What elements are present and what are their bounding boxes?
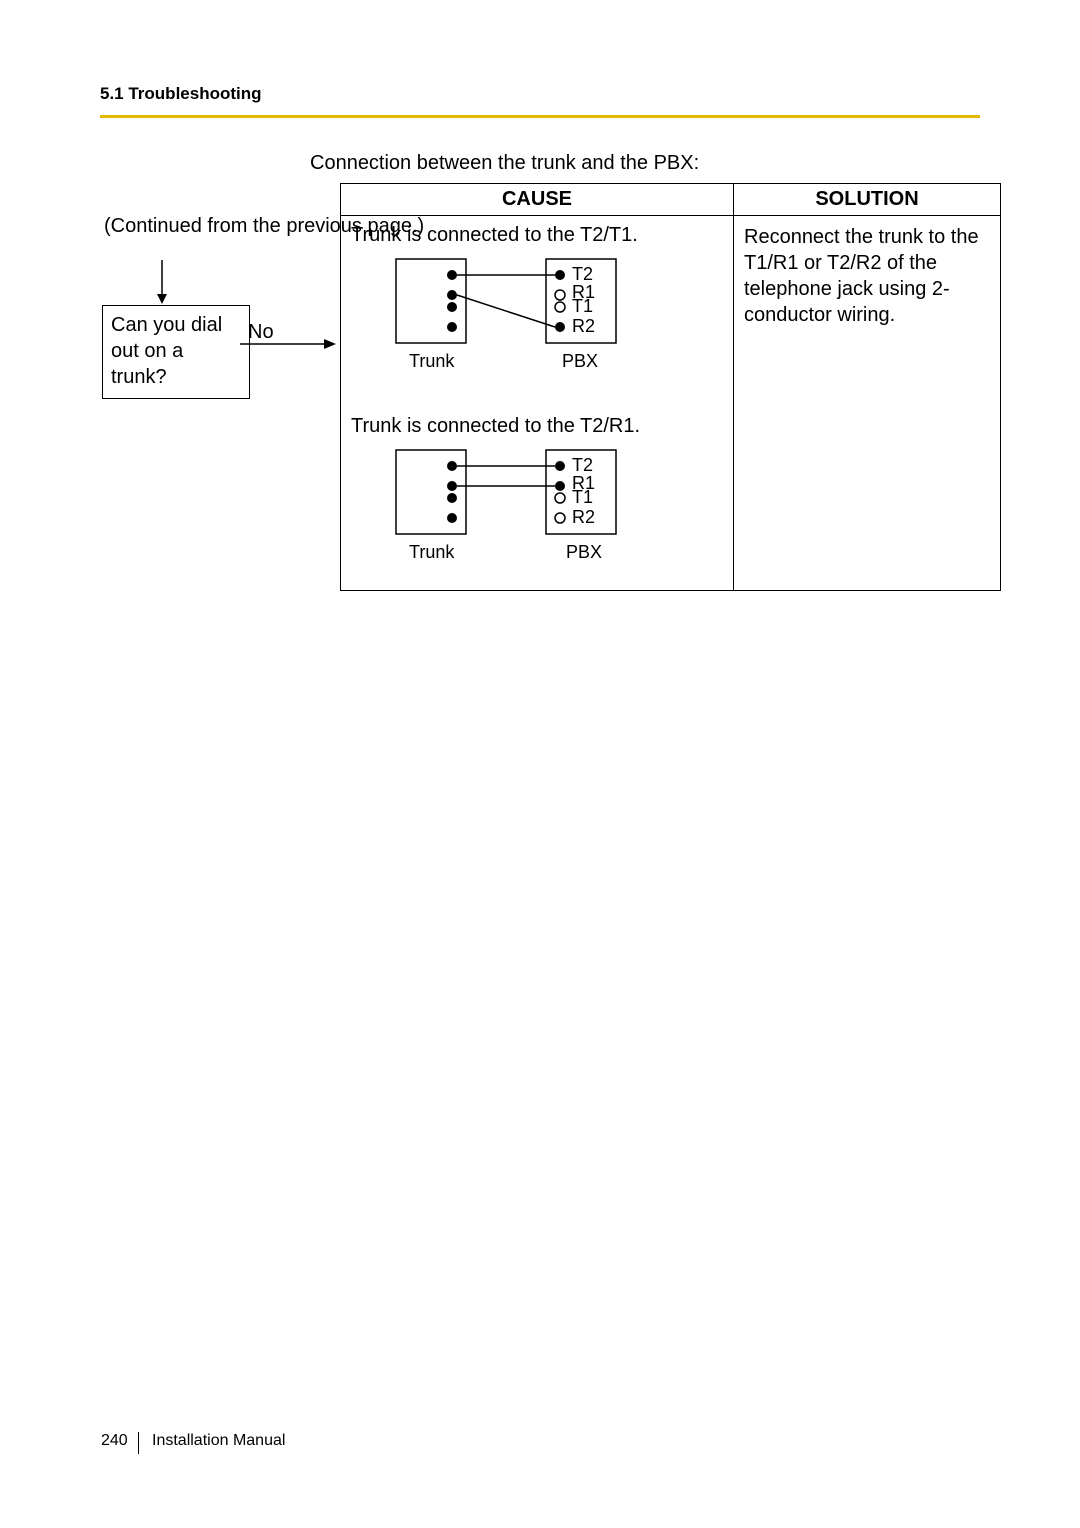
col-header-cause: CAUSE xyxy=(341,184,734,216)
diagram-label-pbx: PBX xyxy=(562,351,598,371)
pin-label: R2 xyxy=(572,316,595,336)
wiring-diagram-2: T2 R1 T1 R2 Trunk PBX xyxy=(376,446,716,576)
cause-cell: Trunk is connected to the T2/T1. xyxy=(341,216,734,591)
section-heading: 5.1 Troubleshooting xyxy=(100,84,262,104)
cause-text-2: Trunk is connected to the T2/R1. xyxy=(351,415,723,438)
pin-label: T2 xyxy=(572,455,593,475)
pin-label: T2 xyxy=(572,264,593,284)
footer-divider xyxy=(138,1432,139,1454)
page: 5.1 Troubleshooting Connection between t… xyxy=(0,0,1080,1528)
solution-cell: Reconnect the trunk to the T1/R1 or T2/R… xyxy=(734,216,1001,591)
diagram-label-trunk: Trunk xyxy=(409,351,455,371)
col-header-solution: SOLUTION xyxy=(734,184,1001,216)
diagram-label-trunk: Trunk xyxy=(409,542,455,562)
wiring-diagram-1: T2 R1 T1 R2 Trunk PBX xyxy=(376,255,716,385)
cause-solution-table: CAUSE SOLUTION Trunk is connected to the… xyxy=(340,183,1001,591)
subtitle: Connection between the trunk and the PBX… xyxy=(310,152,699,175)
cause-text-1: Trunk is connected to the T2/T1. xyxy=(351,224,723,247)
pin-label: T1 xyxy=(572,296,593,316)
decision-box: Can you dial out on a trunk? xyxy=(102,305,250,399)
page-number: 240 xyxy=(101,1432,128,1450)
footer-title: Installation Manual xyxy=(152,1432,285,1450)
arrow-label-no: No xyxy=(248,321,274,344)
diagram-label-pbx: PBX xyxy=(566,542,602,562)
pin-label: R2 xyxy=(572,507,595,527)
section-rule xyxy=(100,115,980,118)
pin-label: T1 xyxy=(572,487,593,507)
